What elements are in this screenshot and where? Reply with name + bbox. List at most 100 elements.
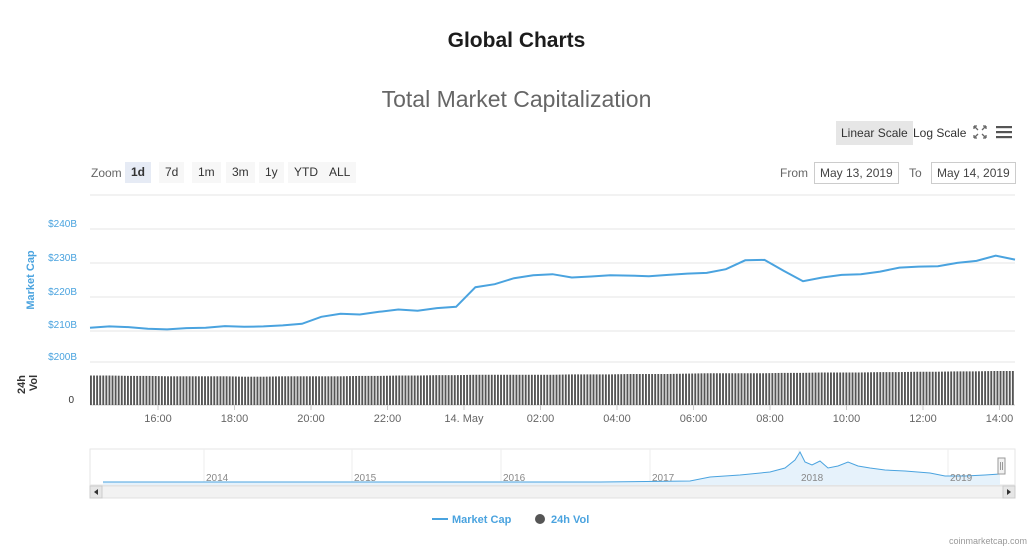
volume-bar [981, 371, 983, 405]
volume-bar [904, 371, 906, 405]
volume-bar [638, 374, 641, 405]
volume-bar [530, 374, 533, 405]
volume-bar [145, 375, 148, 405]
volume-bar [185, 376, 188, 405]
x-tick-label: 06:00 [680, 413, 708, 425]
volume-bar [475, 374, 478, 405]
navigator-handle[interactable] [997, 457, 1006, 475]
volume-bar [478, 374, 481, 405]
navigator-tick-label: 2018 [801, 473, 824, 484]
volume-bar [398, 375, 401, 405]
log-scale-button[interactable]: Log Scale [913, 126, 967, 140]
volume-bar [469, 374, 472, 405]
volume-bar [419, 375, 422, 405]
zoom-7d-button[interactable]: 7d [159, 162, 185, 183]
volume-bar [789, 372, 792, 405]
volume-bar [481, 374, 484, 405]
page-title: Global Charts [447, 29, 586, 52]
volume-bar [928, 371, 931, 405]
volume-bar [672, 373, 675, 405]
volume-bar [265, 376, 268, 405]
volume-bar [111, 375, 114, 405]
volume-bar [312, 376, 314, 405]
volume-bar [725, 373, 728, 405]
volume-bar [154, 376, 157, 405]
volume-bar [173, 376, 176, 405]
volume-bar [931, 371, 934, 405]
volume-bar [441, 375, 444, 405]
volume-bar [484, 374, 487, 405]
volume-bar [632, 374, 635, 405]
volume-bar [423, 375, 425, 405]
volume-bar [450, 375, 453, 405]
legend-item-market-cap[interactable]: Market Cap [432, 514, 512, 526]
volume-bar [580, 374, 583, 405]
volume-bar [919, 371, 922, 405]
volume-bar [848, 372, 851, 405]
volume-bar [160, 376, 163, 405]
volume-bar [830, 372, 832, 405]
zoom-3m-button[interactable]: 3m [226, 162, 255, 183]
volume-bar [361, 375, 364, 405]
linear-scale-button[interactable]: Linear Scale [836, 121, 913, 145]
volume-bar [965, 371, 968, 405]
volume-bar [259, 376, 262, 405]
volume-bar [897, 372, 900, 405]
volume-bar [592, 374, 595, 405]
navigator-scrollbar[interactable] [89, 485, 1016, 499]
volume-bar [127, 375, 129, 405]
volume-bar [660, 374, 663, 405]
legend: Market Cap 24h Vol [432, 514, 589, 526]
volume-bar [1008, 371, 1011, 405]
x-tick-label: 22:00 [374, 413, 402, 425]
volume-bar [493, 374, 496, 405]
from-date-input[interactable]: May 13, 2019 [814, 162, 899, 184]
volume-bar [734, 373, 737, 405]
volume-bar [490, 374, 493, 405]
volume-bar [780, 372, 783, 405]
volume-bar [515, 374, 518, 405]
volume-bar [999, 371, 1002, 405]
zoom-all-button[interactable]: ALL [323, 162, 357, 183]
volume-bar [817, 372, 820, 405]
volume-bar [851, 372, 854, 405]
volume-bar [595, 374, 598, 405]
to-date-input[interactable]: May 14, 2019 [931, 162, 1016, 184]
volume-bar [333, 376, 336, 405]
volume-bar [691, 373, 694, 405]
volume-bar [959, 371, 962, 405]
zoom-ytd-button[interactable]: YTD [288, 162, 324, 183]
volume-bar [567, 374, 570, 405]
volume-bar [648, 374, 650, 405]
volume-bar [845, 372, 848, 405]
volume-bar [971, 371, 974, 405]
scrollbar-track[interactable] [89, 485, 1016, 499]
zoom-1y-button[interactable]: 1y [259, 162, 284, 183]
zoom-1d-button[interactable]: 1d [125, 162, 152, 183]
y-tick-label: $200B [48, 352, 77, 363]
volume-bar [678, 373, 681, 405]
navigator-tick-label: 2017 [652, 473, 675, 484]
chevron-left-icon [94, 489, 98, 495]
x-tick-label: 02:00 [527, 413, 555, 425]
volume-bar [771, 373, 774, 405]
volume-bar [364, 375, 367, 405]
legend-item-24h-vol[interactable]: 24h Vol [535, 514, 589, 526]
volume-bar [438, 375, 441, 405]
volume-axis-label: 24h Vol [16, 372, 40, 394]
volume-bar [826, 372, 829, 405]
volume-bar [287, 376, 290, 405]
volume-bar [308, 376, 311, 405]
volume-bar [814, 372, 817, 405]
volume-bar [786, 372, 789, 405]
zoom-1m-button[interactable]: 1m [192, 162, 221, 183]
fullscreen-icon[interactable] [972, 124, 988, 140]
volume-bar [811, 372, 814, 405]
footer-credit[interactable]: coinmarketcap.com [948, 536, 1027, 546]
menu-icon[interactable] [995, 124, 1013, 140]
volume-bar [1002, 371, 1005, 405]
volume-bar [620, 374, 623, 405]
volume-bar [191, 376, 194, 405]
y-tick-label: $230B [48, 253, 77, 264]
